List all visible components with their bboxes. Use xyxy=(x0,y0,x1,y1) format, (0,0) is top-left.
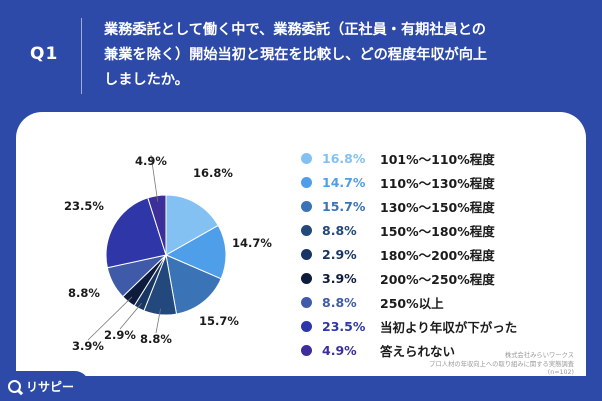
slice-data-label: 8.8% xyxy=(68,286,100,300)
legend-item: 3.9% 200%〜250%程度 xyxy=(301,268,571,288)
legend-swatch xyxy=(301,248,312,260)
legend-swatch xyxy=(301,272,312,284)
leader-line xyxy=(150,154,159,202)
slice-data-label: 15.7% xyxy=(199,314,239,328)
source-sample-size: (n=102) xyxy=(547,369,574,376)
slice-data-label: 14.7% xyxy=(232,236,272,250)
question-line: 業務委託として働く中で、業務委託（正社員・有期社員との xyxy=(104,22,486,38)
legend-item: 4.9% 答えられない xyxy=(301,340,571,360)
leader-line xyxy=(119,302,142,330)
legend-item: 8.8% 250%以上 xyxy=(301,292,571,312)
legend-percent: 8.8% xyxy=(322,294,357,310)
legend-label: 答えられない xyxy=(380,343,456,359)
legend-item: 16.8% 101%〜110%程度 xyxy=(301,148,571,168)
pie-slice xyxy=(165,194,219,256)
legend-item: 8.8% 150%〜180%程度 xyxy=(301,220,571,240)
slice-data-label: 23.5% xyxy=(64,199,104,213)
legend-swatch xyxy=(301,176,312,188)
legend-item: 14.7% 110%〜130%程度 xyxy=(301,172,571,192)
source-survey: プロ人材の年収向上への取り組みに関する実態調査 xyxy=(429,360,574,368)
question-line: しましたか。 xyxy=(104,72,189,88)
slice-data-label: 16.8% xyxy=(193,166,233,180)
legend-label: 130%〜150%程度 xyxy=(380,199,495,215)
legend-label: 110%〜130%程度 xyxy=(380,175,495,191)
question-number: Q1 xyxy=(30,44,59,64)
legend-percent: 15.7% xyxy=(322,198,366,214)
slice-data-label: 3.9% xyxy=(72,339,104,353)
legend-percent: 2.9% xyxy=(322,246,357,262)
header-divider xyxy=(81,18,82,94)
legend-percent: 3.9% xyxy=(322,270,357,286)
legend-percent: 4.9% xyxy=(322,342,357,358)
legend-swatch xyxy=(301,152,312,164)
magnifier-icon xyxy=(8,379,21,393)
source-company: 株式会社みらいワークス xyxy=(504,352,574,359)
survey-source-note: 株式会社みらいワークス プロ人材の年収向上への取り組みに関する実態調査 (n=1… xyxy=(384,352,574,378)
legend-label: 当初より年収が下がった xyxy=(380,319,518,335)
legend-label: 150%〜180%程度 xyxy=(380,223,495,239)
legend-label: 250%以上 xyxy=(380,295,444,311)
legend-percent: 14.7% xyxy=(322,174,366,190)
legend-swatch xyxy=(301,224,312,236)
slice-data-label: 4.9% xyxy=(135,154,167,168)
legend-label: 200%〜250%程度 xyxy=(380,271,495,287)
legend-label: 180%〜200%程度 xyxy=(380,247,495,263)
legend-item: 15.7% 130%〜150%程度 xyxy=(301,196,571,216)
legend-percent: 16.8% xyxy=(322,150,366,166)
question-line: 兼業を除く）開始当初と現在を比較し、どの程度年収が向上 xyxy=(104,47,488,63)
pie-slice xyxy=(165,254,222,315)
brand-logo: リサピー xyxy=(0,371,89,401)
legend-swatch xyxy=(301,344,312,356)
question-header: Q1 業務委託として働く中で、業務委託（正社員・有期社員との 兼業を除く）開始当… xyxy=(0,0,602,112)
leader-line xyxy=(87,296,133,341)
brand-name: リサピー xyxy=(26,379,75,394)
pie-slice xyxy=(105,197,167,269)
legend-swatch xyxy=(301,296,312,308)
legend-item: 2.9% 180%〜200%程度 xyxy=(301,244,571,264)
legend-label: 101%〜110%程度 xyxy=(380,151,495,167)
legend-percent: 8.8% xyxy=(322,222,357,238)
leader-line xyxy=(155,308,161,334)
slice-data-label: 8.8% xyxy=(140,332,172,346)
pie-slice xyxy=(164,224,227,280)
legend-swatch xyxy=(301,200,312,212)
legend-item: 23.5% 当初より年収が下がった xyxy=(301,316,571,336)
question-text: 業務委託として働く中で、業務委託（正社員・有期社員との 兼業を除く）開始当初と現… xyxy=(104,18,590,93)
legend-percent: 23.5% xyxy=(322,318,366,334)
legend-swatch xyxy=(301,320,312,332)
slice-data-label: 2.9% xyxy=(104,328,136,342)
